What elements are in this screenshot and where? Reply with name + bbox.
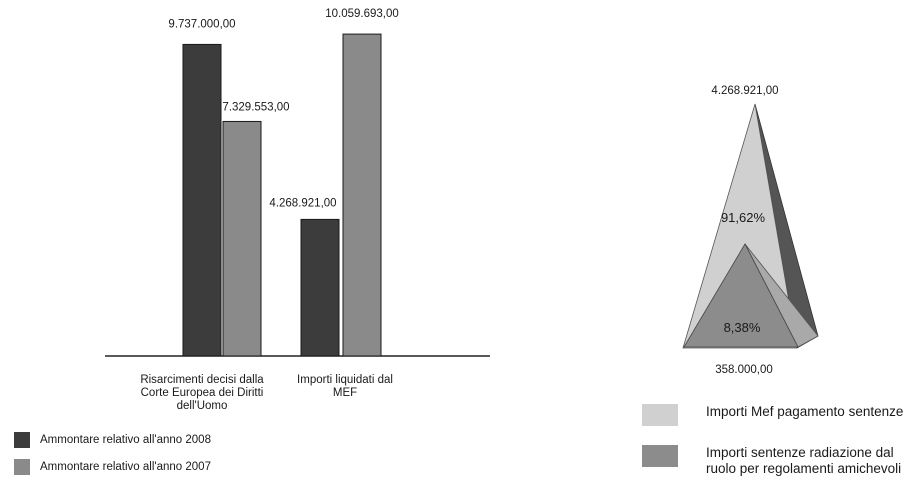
bar-2008-cat1 [182, 43, 222, 357]
legend-item-2008: Ammontare relativo all'anno 2008 [14, 432, 211, 448]
category-label-1-line-3: dell'Uomo [177, 400, 228, 412]
data-label-2008-cat2: 4.268.921,00 [269, 197, 336, 209]
legend-swatch-radiazione [642, 445, 678, 467]
legend-label-mef: Importi Mef pagamento sentenze [706, 404, 904, 419]
legend-label-2008: Ammontare relativo all'anno 2008 [40, 434, 211, 446]
category-label-1-line-1: Risarcimenti decisi dalla [140, 374, 264, 386]
legend-swatch-mef [642, 404, 678, 426]
bar-2008-cat2 [300, 218, 340, 357]
legend-item-radiazione: Importi sentenze radiazione dal ruolo pe… [642, 445, 906, 477]
legend-swatch-2007 [14, 459, 30, 475]
bar-2007-cat2 [342, 33, 382, 357]
legend-label-2007: Ammontare relativo all'anno 2007 [40, 461, 211, 473]
legend-item-2007: Ammontare relativo all'anno 2007 [14, 459, 211, 475]
data-label-2007-cat2: 10.059.693,00 [325, 8, 399, 20]
pyramid-value-radiazione: 358.000,00 [715, 364, 773, 376]
legend-item-mef: Importi Mef pagamento sentenze [642, 404, 906, 426]
bar-legend: Ammontare relativo all'anno 2008 Ammonta… [14, 432, 294, 482]
category-label-2-line-2: MEF [333, 387, 357, 399]
data-label-2007-cat1: 7.329.553,00 [222, 101, 289, 113]
pyramid-legend: Importi Mef pagamento sentenze Importi s… [642, 404, 910, 500]
bar-2007-cat1 [222, 120, 262, 357]
data-label-2008-cat1: 9.737.000,00 [168, 18, 235, 30]
pyramid-percent-radiazione: 8,38% [724, 320, 761, 335]
category-label-1-line-2: Corte Europea dei Diritti [141, 387, 264, 399]
pyramid-value-mef: 4.268.921,00 [711, 85, 778, 97]
legend-swatch-2008 [14, 432, 30, 448]
legend-label-radiazione: Importi sentenze radiazione dal ruolo pe… [706, 445, 902, 476]
pyramid-slice-radiazione [683, 243, 799, 348]
pyramid-percent-mef: 91,62% [721, 210, 766, 225]
category-label-2-line-1: Importi liquidati dal [297, 374, 393, 386]
